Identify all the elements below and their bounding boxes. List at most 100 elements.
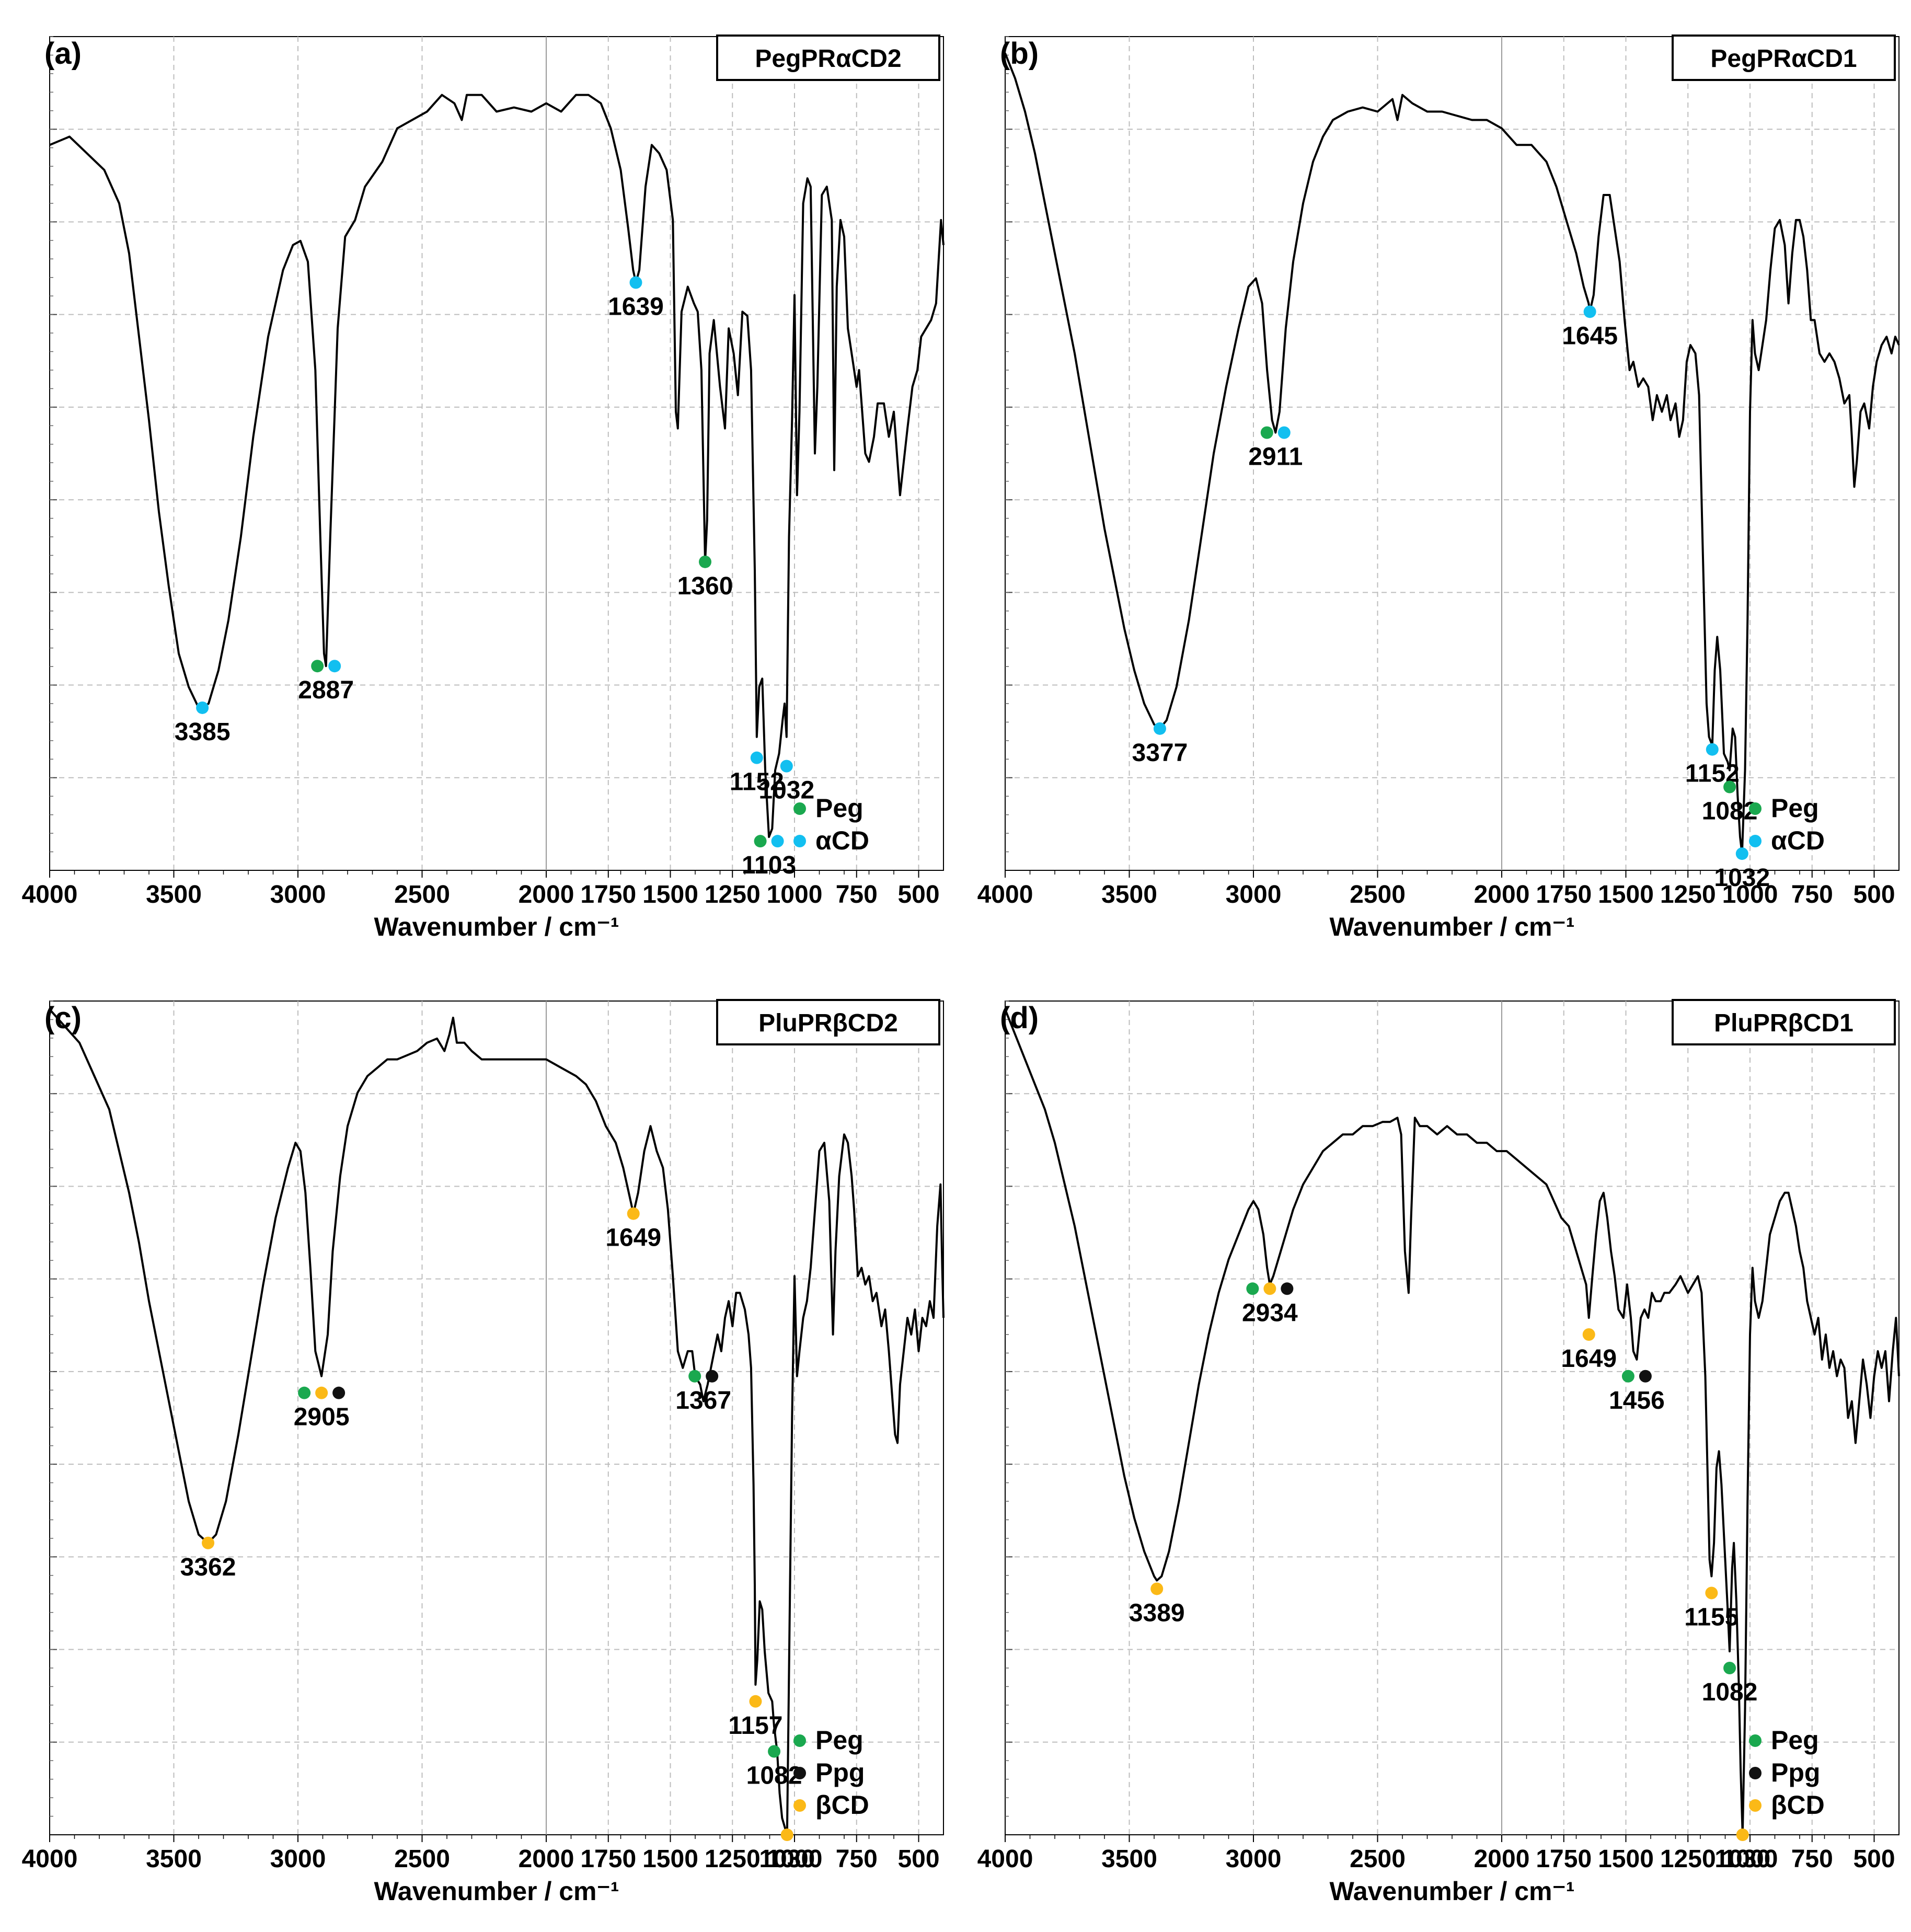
peak-marker-alphaCD	[771, 835, 784, 848]
peak-marker-Peg	[688, 1370, 701, 1383]
x-tick-label: 1500	[642, 1845, 698, 1873]
x-tick-label: 1750	[1536, 1845, 1592, 1873]
peak-label: 3362	[180, 1554, 236, 1581]
legend-label: Peg	[1771, 794, 1819, 823]
peak-marker-Peg	[1246, 1282, 1259, 1295]
spectrum-chart-a: 4000 3500 3000 2500 2000 1750 1500 1250 1000 750 5…	[22, 34, 945, 941]
x-tick-label: 3500	[1101, 881, 1157, 908]
spectrum-line	[49, 1008, 945, 1836]
legend-marker-alphaCD	[793, 835, 806, 847]
peak-label: 1152	[730, 768, 784, 796]
peak-marker-alphaCD	[1706, 743, 1719, 756]
x-tick-label: 4000	[22, 881, 78, 908]
spectrum-chart-b: 4000 3500 3000 2500 2000 1750 1500 1250 1000 750 5…	[977, 34, 1900, 941]
legend-label: αCD	[815, 826, 869, 855]
peak-label: 1157	[728, 1712, 782, 1740]
x-tick-label: 2500	[394, 1845, 450, 1873]
x-tick-label: 1250	[705, 881, 761, 908]
peak-marker-Ppg	[332, 1386, 346, 1399]
chart-title: PegPRαCD1	[1710, 45, 1857, 73]
legend-label: Ppg	[1771, 1758, 1820, 1787]
legend-marker-betaCD	[1749, 1799, 1762, 1812]
peak-marker-betaCD	[780, 1828, 793, 1841]
panel-b: 4000 3500 3000 2500 2000 1750 1500 1250 1000 750 5…	[956, 0, 1911, 964]
peak-marker-alphaCD	[1277, 426, 1291, 439]
chart-title: PegPRαCD2	[755, 45, 901, 73]
x-tick-label: 750	[836, 1845, 878, 1873]
peak-label: 1645	[1562, 322, 1618, 350]
x-tick-label: 750	[1791, 1845, 1833, 1873]
legend-label: βCD	[1771, 1790, 1825, 1820]
plot-frame	[1005, 1000, 1900, 1835]
panel-a: 4000 3500 3000 2500 2000 1750 1500 1250 1000 750 5…	[0, 0, 956, 964]
legend-marker-Peg	[793, 802, 806, 815]
legend-marker-Ppg	[793, 1767, 806, 1779]
legend-label: βCD	[815, 1790, 869, 1820]
x-tick-label: 4000	[977, 1845, 1033, 1873]
panel-letter: (d)	[1000, 1001, 1039, 1035]
peak-label: 1103	[742, 852, 796, 879]
peak-marker-betaCD	[315, 1386, 328, 1399]
peak-marker-betaCD	[627, 1207, 640, 1220]
x-tick-label: 1500	[642, 881, 698, 908]
x-tick-label: 4000	[22, 1845, 78, 1873]
legend-label: Peg	[815, 1726, 864, 1755]
legend-marker-Peg	[793, 1734, 806, 1747]
peak-label: 1649	[605, 1224, 661, 1252]
peak-marker-alphaCD	[750, 751, 763, 764]
legend-marker-Peg	[1749, 802, 1762, 815]
title-box	[716, 34, 940, 81]
x-tick-label: 1000	[767, 1845, 823, 1873]
legend-marker-alphaCD	[1749, 835, 1762, 847]
peak-label: 1367	[675, 1387, 731, 1414]
x-tick-label: 3000	[1226, 1845, 1282, 1873]
spectrum-chart-c: 4000 3500 3000 2500 2000 1750 1500 1250 1000 750 5…	[22, 999, 945, 1906]
peak-label: 1155	[1684, 1603, 1739, 1631]
x-tick-label: 500	[1853, 1845, 1895, 1873]
peak-label: 1360	[677, 572, 733, 600]
legend-marker-betaCD	[793, 1799, 806, 1812]
x-tick-label: 2500	[1350, 881, 1406, 908]
title-box	[716, 999, 940, 1045]
peak-label: 1456	[1609, 1387, 1665, 1414]
legend-label: Peg	[815, 794, 864, 823]
x-tick-label: 4000	[977, 881, 1033, 908]
x-tick-label: 500	[1853, 881, 1895, 908]
peak-marker-betaCD	[1582, 1328, 1595, 1341]
x-tick-label: 1000	[767, 881, 823, 908]
x-tick-label: 3500	[146, 1845, 202, 1873]
x-tick-label: 2500	[394, 881, 450, 908]
panel-c: 4000 3500 3000 2500 2000 1750 1500 1250 1000 750 5…	[0, 964, 956, 1929]
x-tick-label: 3000	[270, 881, 326, 908]
peak-marker-Peg	[298, 1386, 311, 1399]
peak-label: 3385	[175, 718, 231, 746]
x-tick-label: 2000	[519, 1845, 574, 1873]
x-axis-label: Wavenumber / cm⁻¹	[1329, 912, 1574, 941]
x-axis-label: Wavenumber / cm⁻¹	[374, 912, 619, 941]
peak-marker-Peg	[311, 660, 324, 673]
peak-marker-betaCD	[749, 1695, 762, 1708]
legend-label: Peg	[1771, 1726, 1819, 1755]
peak-marker-Peg	[768, 1745, 781, 1758]
spectrum-line	[49, 94, 945, 838]
peak-marker-Peg	[699, 555, 711, 568]
title-box	[1672, 34, 1896, 81]
x-tick-label: 750	[1791, 881, 1833, 908]
peak-label: 1030	[1714, 1845, 1770, 1873]
x-tick-label: 750	[836, 881, 878, 908]
x-tick-label: 2000	[519, 881, 574, 908]
x-tick-label: 3500	[1101, 1845, 1157, 1873]
x-axis-label: Wavenumber / cm⁻¹	[1329, 1877, 1574, 1906]
panel-letter: (a)	[44, 37, 82, 71]
chart-title: PluPRβCD1	[1714, 1009, 1854, 1037]
x-tick-label: 1000	[1722, 881, 1778, 908]
x-axis-label: Wavenumber / cm⁻¹	[374, 1877, 619, 1906]
peak-marker-alphaCD	[1583, 305, 1596, 318]
x-tick-label: 1250	[1660, 881, 1716, 908]
x-tick-label: 3000	[270, 1845, 326, 1873]
x-tick-label: 1000	[1722, 1845, 1778, 1873]
peak-marker-betaCD	[1705, 1586, 1718, 1600]
peak-label: 1649	[1561, 1345, 1617, 1373]
peak-marker-alphaCD	[328, 660, 341, 673]
plot-frame	[49, 1000, 944, 1835]
